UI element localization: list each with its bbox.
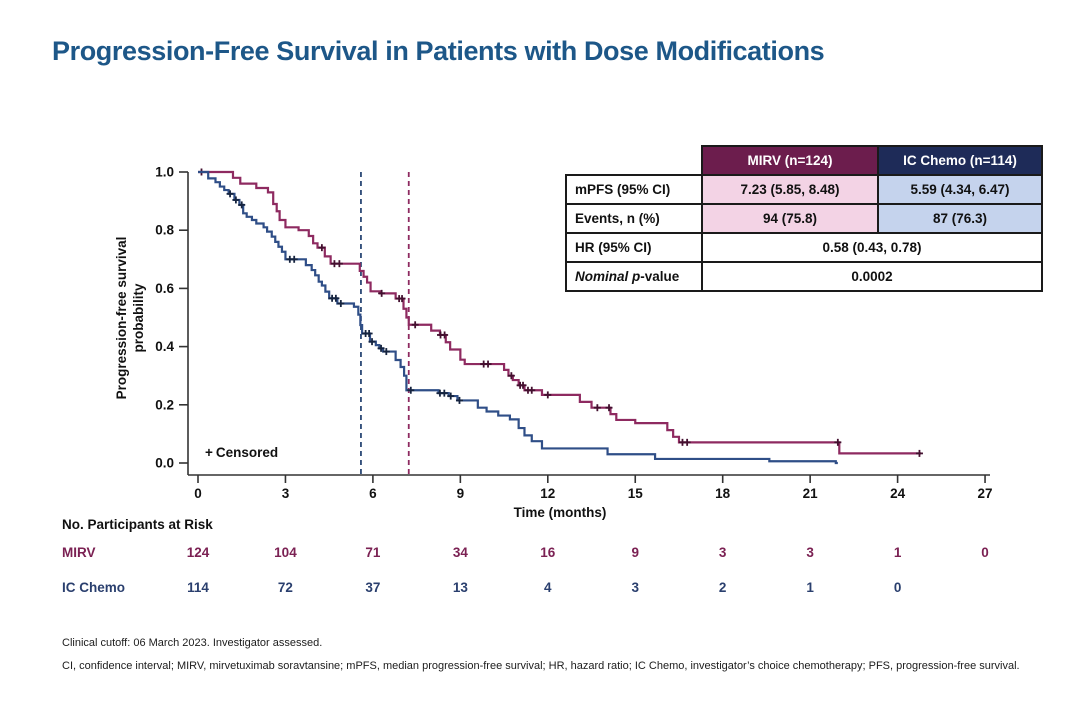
x-tick-label: 3 [282, 486, 290, 501]
axes: 0.0 0.2 0.4 0.6 0.8 1.0 0 3 6 9 12 15 18 21 24 27 [155, 165, 992, 502]
stats-row-events-label: Events, n (%) [565, 203, 703, 234]
censored-legend: + Censored [205, 445, 278, 460]
page-title: Progression-Free Survival in Patients wi… [52, 36, 825, 66]
stats-row-events: Events, n (%) 94 (75.8) 87 (76.3) [565, 203, 1043, 234]
ic-chemo-censor-marks [226, 190, 463, 404]
stats-table: MIRV (n=124) IC Chemo (n=114) mPFS (95% … [565, 145, 1043, 292]
stats-row-hr-value: 0.58 (0.43, 0.78) [701, 232, 1043, 263]
pvalue-label-italic: Nominal p [575, 269, 641, 284]
y-tick-label: 0.6 [155, 281, 174, 296]
risk-count: 104 [274, 545, 297, 560]
y-axis-label-line2: probability [131, 283, 146, 353]
risk-table-title: No. Participants at Risk [62, 517, 213, 532]
x-tick-label: 15 [628, 486, 644, 501]
y-tick-label: 0.8 [155, 223, 174, 238]
x-tick-label: 0 [194, 486, 202, 501]
risk-count: 71 [365, 545, 381, 560]
footnote-cutoff: Clinical cutoff: 06 March 2023. Investig… [62, 637, 323, 649]
median-dashed-lines [360, 172, 410, 474]
stats-row-events-ic-value: 87 (76.3) [877, 203, 1043, 234]
stats-row-mpfs: mPFS (95% CI) 7.23 (5.85, 8.48) 5.59 (4.… [565, 174, 1043, 205]
censored-legend-label: Censored [215, 445, 279, 460]
y-axis-label-line1: Progression-free survival [114, 236, 130, 400]
risk-count: 3 [806, 545, 814, 560]
x-tick-label: 24 [890, 486, 906, 501]
stats-row-events-mirv-value: 94 (75.8) [701, 203, 879, 234]
y-tick-label: 0.2 [155, 397, 174, 412]
y-axis-label: Progression-free survival probability [114, 175, 148, 461]
stats-header-row: MIRV (n=124) IC Chemo (n=114) [566, 145, 1043, 176]
risk-count: 124 [186, 545, 210, 560]
risk-count: 4 [544, 580, 552, 595]
footnote-abbreviations: CI, confidence interval; MIRV, mirvetuxi… [62, 660, 1020, 672]
risk-count: 9 [631, 545, 640, 560]
risk-count: 3 [631, 580, 640, 595]
x-tick-label: 6 [369, 486, 377, 501]
risk-count: 16 [540, 545, 556, 560]
y-tick-label: 0.4 [155, 339, 174, 354]
risk-count: 0 [981, 545, 989, 560]
risk-count: 34 [452, 545, 468, 560]
risk-count: 72 [277, 580, 293, 595]
risk-count: 0 [893, 580, 902, 595]
y-tick-label: 0.0 [155, 456, 174, 471]
x-tick-label: 12 [540, 486, 555, 501]
risk-count: 2 [718, 580, 727, 595]
risk-count: 1 [893, 545, 902, 560]
stats-row-pvalue-value: 0.0002 [701, 261, 1043, 292]
stats-row-mpfs-label: mPFS (95% CI) [565, 174, 703, 205]
censor-plus-icon: + [205, 445, 213, 460]
risk-count: 114 [187, 580, 209, 595]
risk-row-label-ic-chemo: IC Chemo [62, 580, 126, 595]
x-tick-label: 27 [978, 486, 993, 501]
risk-count: 1 [806, 580, 814, 595]
stats-row-mpfs-ic-value: 5.59 (4.34, 6.47) [877, 174, 1043, 205]
pvalue-label-rest: -value [640, 269, 680, 284]
x-tick-label: 18 [715, 486, 731, 501]
risk-count: 13 [452, 580, 468, 595]
stats-row-pvalue: Nominal p-value 0.0002 [565, 261, 1043, 292]
stats-header-mirv: MIRV (n=124) [701, 145, 879, 176]
stats-row-pvalue-label: Nominal p-value [565, 261, 703, 292]
ic-chemo-curve [198, 170, 838, 465]
risk-row-label-mirv: MIRV [62, 545, 96, 560]
stats-row-hr: HR (95% CI) 0.58 (0.43, 0.78) [565, 232, 1043, 263]
stats-header-empty-cell [566, 146, 702, 175]
stats-header-ic: IC Chemo (n=114) [877, 145, 1043, 176]
x-tick-label: 9 [457, 486, 465, 501]
risk-count: 37 [365, 580, 381, 595]
stats-row-hr-label: HR (95% CI) [565, 232, 703, 263]
y-tick-label: 1.0 [155, 165, 174, 180]
risk-count: 3 [718, 545, 727, 560]
x-axis-title: Time (months) [513, 505, 607, 520]
x-tick-label: 21 [803, 486, 819, 501]
stats-row-mpfs-mirv-value: 7.23 (5.85, 8.48) [701, 174, 879, 205]
